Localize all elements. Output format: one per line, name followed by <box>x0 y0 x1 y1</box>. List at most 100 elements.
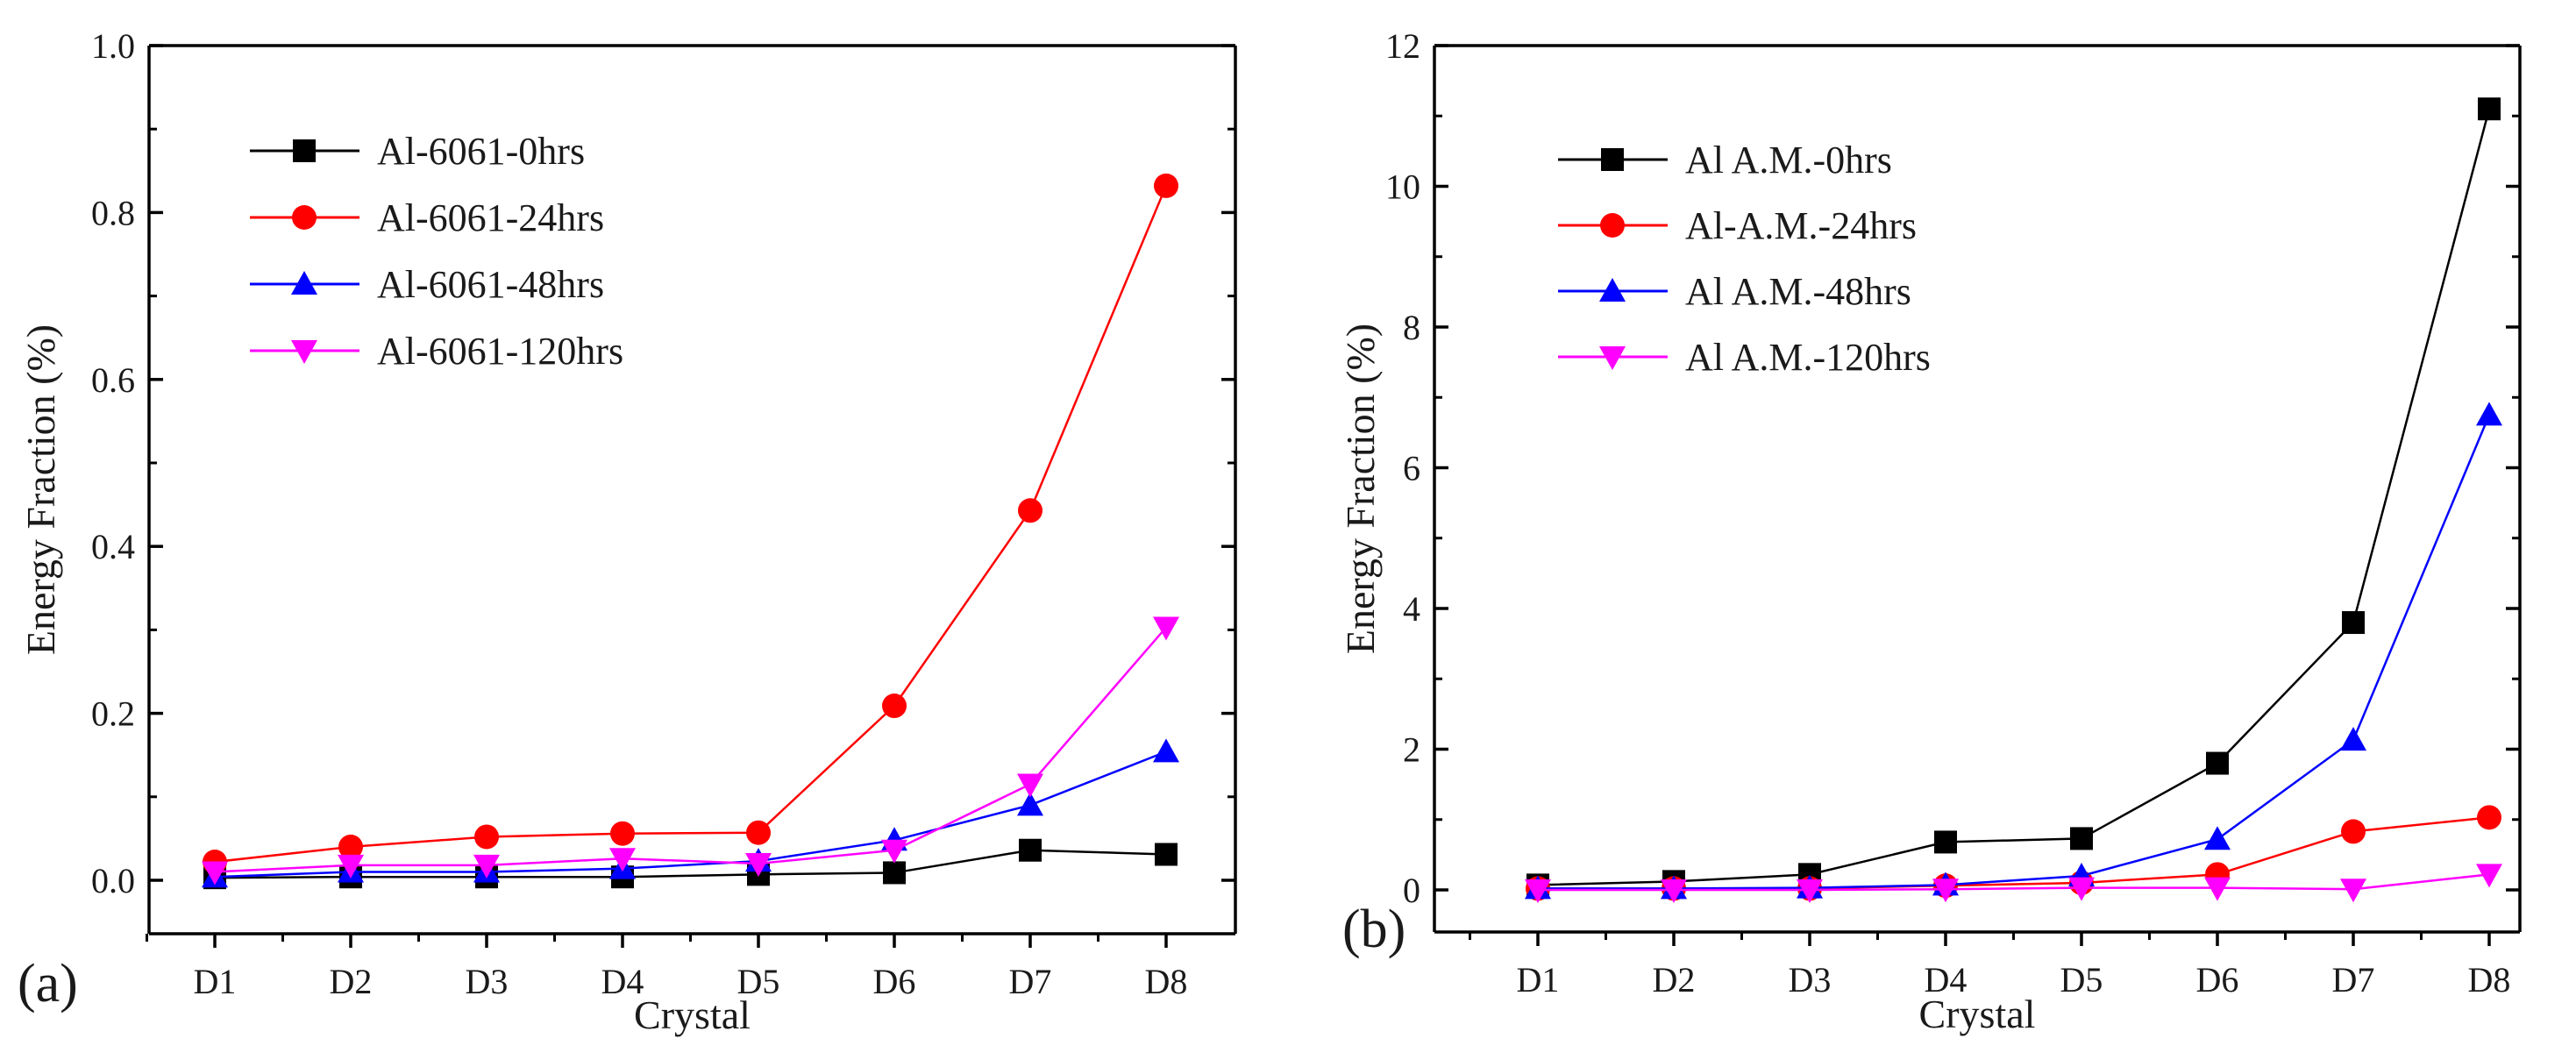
data-point-s1-7 <box>1154 173 1178 198</box>
legend-label-1: Al-A.M.-24hrs <box>1685 204 1917 247</box>
y-axis-title: Energy Fraction (%) <box>18 324 63 655</box>
y-tick-label: 0.2 <box>91 694 135 734</box>
x-axis-title: Crystal <box>1919 992 2036 1036</box>
data-point-s1-6 <box>1018 498 1042 523</box>
y-tick-label: 1.0 <box>91 26 135 66</box>
data-point-s2-5 <box>2204 826 2231 850</box>
y-tick-label: 0.4 <box>91 527 135 566</box>
data-point-s1-1 <box>338 834 363 859</box>
y-axis-title: Energy Fraction (%) <box>1338 324 1383 654</box>
data-point-s3-0 <box>1525 879 1551 903</box>
y-tick-label: 2 <box>1403 730 1420 770</box>
data-point-s3-1 <box>1661 879 1687 903</box>
data-point-s3-2 <box>473 854 500 879</box>
x-tick-label: D1 <box>1517 960 1560 1000</box>
legend-marker-3 <box>291 340 317 364</box>
legend-marker-2 <box>1599 278 1626 302</box>
chart-b-svg: 0 2 4 6 8 10 12 D1 D2 D3 D4 D5 D6 D7 D8 Crystal Energy F… <box>1338 26 2522 1036</box>
chart-a-svg: 0.0 0.2 0.4 0.6 0.8 1.0 D1 D2 D3 D4 D5 D6 D7 D8 Crysta… <box>18 26 1237 1037</box>
data-point-s3-3 <box>609 848 636 872</box>
data-point-s3-7 <box>2476 864 2502 888</box>
data-point-s0-7 <box>1155 843 1178 866</box>
chart-panel-b: 0 2 4 6 8 10 12 D1 D2 D3 D4 D5 D6 D7 D8 Crystal Energy F… <box>1288 0 2576 1060</box>
y-tick-label: 0 <box>1403 871 1420 910</box>
x-tick-label: D5 <box>2060 960 2103 1000</box>
data-point-s1-5 <box>882 694 907 719</box>
data-point-s0-4 <box>2070 827 2093 850</box>
y-tick-label: 12 <box>1385 26 1420 66</box>
data-point-s3-1 <box>338 854 364 879</box>
data-point-s1-2 <box>474 824 499 850</box>
y-tick-label: 8 <box>1403 308 1420 347</box>
data-point-s3-6 <box>2340 879 2366 903</box>
data-point-s3-0 <box>202 861 228 886</box>
legend-label-0: Al A.M.-0hrs <box>1685 139 1892 181</box>
legend-label-2: Al A.M.-48hrs <box>1685 270 1911 313</box>
x-tick-label: D4 <box>1925 960 1968 1000</box>
x-tick-label: D4 <box>601 962 644 1001</box>
x-tick-label: D2 <box>1653 960 1696 1000</box>
data-point-s3-7 <box>1153 616 1179 641</box>
x-tick-label: D7 <box>2332 960 2375 1000</box>
legend-marker-2 <box>291 271 317 295</box>
x-axis-title: Crystal <box>634 992 751 1037</box>
x-tick-label: D1 <box>194 962 237 1001</box>
legend-label-0: Al-6061-0hrs <box>377 130 585 173</box>
series-line-3 <box>214 626 1167 873</box>
data-point-s2-7 <box>2476 402 2502 426</box>
data-point-s2-7 <box>1153 738 1179 763</box>
x-tick-label: D7 <box>1009 962 1052 1001</box>
data-point-s0-5 <box>883 861 906 885</box>
data-point-s3-6 <box>1017 773 1043 798</box>
data-point-s0-6 <box>1019 838 1042 862</box>
y-tick-label: 4 <box>1403 589 1420 629</box>
series-line-2 <box>1538 414 2491 890</box>
series-line-0 <box>214 849 1167 879</box>
legend-marker-1 <box>292 205 317 230</box>
legend-marker-0 <box>1601 148 1624 171</box>
legend-marker-3 <box>1599 346 1626 370</box>
data-point-s3-4 <box>2068 877 2095 901</box>
x-tick-label: D3 <box>1789 960 1832 1000</box>
data-point-s3-5 <box>881 839 907 864</box>
panel-label: (b) <box>1342 900 1405 959</box>
series-line-0 <box>1537 108 2491 886</box>
legend-label-2: Al-6061-48hrs <box>377 263 604 306</box>
legend-label-3: Al-6061-120hrs <box>377 330 623 373</box>
y-tick-label: 10 <box>1385 167 1420 207</box>
x-tick-label: D8 <box>1145 962 1188 1001</box>
data-point-s1-6 <box>2341 819 2366 844</box>
x-tick-label: D6 <box>2196 960 2239 1000</box>
data-point-s3-2 <box>1797 879 1823 903</box>
data-point-s0-5 <box>2206 751 2229 775</box>
legend-marker-1 <box>1600 213 1625 238</box>
data-point-s1-7 <box>2477 805 2501 830</box>
x-tick-label: D6 <box>873 962 916 1001</box>
legend-label-3: Al A.M.-120hrs <box>1685 336 1931 379</box>
x-tick-label: D3 <box>466 962 509 1001</box>
y-tick-label: 0.8 <box>91 193 135 232</box>
y-tick-label: 0.6 <box>91 360 135 400</box>
x-tick-label: D5 <box>737 962 780 1001</box>
data-point-s0-7 <box>2478 97 2501 121</box>
data-point-s0-3 <box>1934 830 1957 854</box>
data-point-s1-4 <box>746 820 771 845</box>
data-point-s0-6 <box>2342 611 2365 635</box>
data-point-s3-5 <box>2204 877 2231 901</box>
series-line-2 <box>214 751 1167 879</box>
legend-label-1: Al-6061-24hrs <box>377 196 604 239</box>
data-point-s3-4 <box>745 852 772 877</box>
x-tick-label: D8 <box>2468 960 2511 1000</box>
data-point-s2-6 <box>2340 727 2366 751</box>
chart-panel-a: 0.0 0.2 0.4 0.6 0.8 1.0 D1 D2 D3 D4 D5 D6 D7 D8 Crysta… <box>18 26 1237 1037</box>
series-line-3 <box>1538 873 2490 892</box>
x-tick-label: D2 <box>330 962 373 1001</box>
data-point-s1-3 <box>610 821 635 846</box>
y-tick-label: 0.0 <box>91 861 135 900</box>
legend-marker-0 <box>293 139 316 162</box>
y-tick-label: 6 <box>1403 449 1420 488</box>
series-line-1 <box>214 185 1168 864</box>
data-point-s2-6 <box>1017 792 1043 816</box>
panel-label: (a) <box>18 954 78 1014</box>
data-point-s3-3 <box>1932 879 1959 903</box>
